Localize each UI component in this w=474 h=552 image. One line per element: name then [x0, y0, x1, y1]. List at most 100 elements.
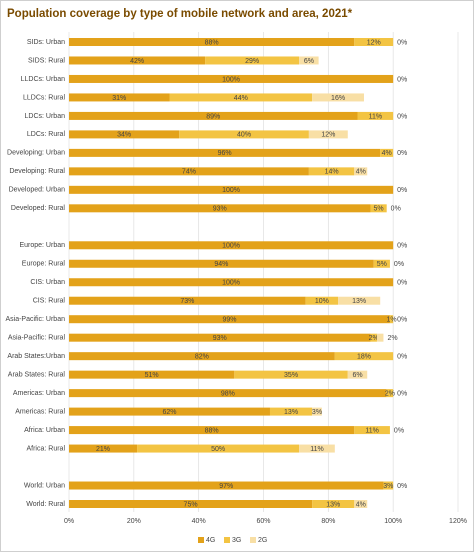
data-label: 6% — [352, 372, 362, 379]
data-label: 29% — [245, 58, 259, 65]
bar-segment — [69, 204, 371, 213]
bar-segment — [205, 56, 300, 65]
data-label: 11% — [310, 446, 324, 453]
data-label: 100% — [222, 187, 240, 194]
bar-segment — [69, 333, 371, 342]
data-label: 40% — [237, 132, 251, 139]
data-label: 18% — [357, 354, 371, 361]
y-tick-label: CIS: Rural — [33, 298, 66, 305]
data-label: 5% — [374, 206, 384, 213]
y-tick-label: World: Urban — [24, 482, 65, 489]
data-label: 34% — [117, 132, 131, 139]
data-label: 99% — [222, 317, 236, 324]
bar-segment — [269, 407, 313, 416]
data-label: 4% — [356, 501, 366, 508]
y-tick-label: Africa: Rural — [26, 445, 65, 452]
y-tick-label: SIDs: Urban — [27, 39, 65, 46]
y-tick-label: World: Rural — [26, 501, 65, 508]
x-tick-label: 100% — [384, 518, 402, 525]
data-label: 0% — [397, 317, 407, 324]
data-label: 5% — [377, 261, 387, 268]
data-label: 73% — [180, 298, 194, 305]
bar-segment — [308, 167, 355, 176]
bar-segment — [338, 296, 381, 305]
bar-segment — [69, 111, 358, 120]
x-tick-label: 120% — [449, 518, 467, 525]
x-tick-label: 20% — [127, 518, 141, 525]
bar-segment — [69, 185, 394, 194]
bar-segment — [354, 167, 368, 176]
bar-segment — [376, 333, 384, 342]
bar-segment — [389, 315, 394, 324]
data-label: 0% — [391, 206, 401, 213]
bar-segment — [69, 426, 355, 435]
bar-segment — [69, 481, 384, 490]
y-tick-label: CIS: Urban — [30, 279, 65, 286]
bar-segment — [312, 93, 364, 102]
data-label: 100% — [222, 76, 240, 83]
data-label: 62% — [162, 409, 176, 416]
bar-segment — [308, 130, 348, 139]
data-label: 0% — [394, 427, 404, 434]
bar-segment — [69, 74, 394, 83]
data-label: 14% — [325, 169, 339, 176]
bar-segment — [69, 130, 180, 139]
y-tick-label: Arab States: Rural — [8, 371, 66, 378]
data-label: 98% — [221, 390, 235, 397]
y-tick-label: Africa: Urban — [24, 427, 65, 434]
data-label: 94% — [214, 261, 228, 268]
bar-segment — [386, 389, 394, 398]
data-label: 2% — [369, 335, 379, 342]
bar-segment — [234, 370, 348, 379]
bar-segment — [312, 407, 322, 416]
bar-segment — [69, 148, 381, 157]
data-label: 75% — [184, 501, 198, 508]
data-label: 13% — [326, 501, 340, 508]
bar-segment — [69, 56, 206, 65]
bar-segment — [383, 481, 394, 490]
y-tick-label: Developed: Urban — [9, 187, 66, 194]
bar-segment — [299, 444, 335, 453]
data-label: 0% — [397, 390, 407, 397]
y-tick-label: Developing: Rural — [9, 168, 65, 175]
x-tick-label: 60% — [256, 518, 270, 525]
bar-segment — [334, 352, 394, 361]
data-label: 10% — [315, 298, 329, 305]
data-label: 0% — [397, 39, 407, 46]
data-label: 2% — [385, 390, 395, 397]
data-label: 0% — [397, 483, 407, 490]
y-tick-label: LLDCs: Rural — [23, 94, 65, 101]
data-label: 3% — [312, 409, 322, 416]
bar-segment — [137, 444, 300, 453]
data-label: 12% — [321, 132, 335, 139]
data-label: 42% — [130, 58, 144, 65]
data-label: 0% — [397, 150, 407, 157]
legend-label: 4G — [206, 537, 215, 544]
bar-segment — [169, 93, 313, 102]
data-label: 0% — [397, 243, 407, 250]
data-label: 6% — [304, 58, 314, 65]
data-label: 1% — [386, 317, 396, 324]
bar-segment — [354, 38, 394, 46]
data-label: 93% — [213, 206, 227, 213]
bar-segment — [69, 259, 374, 268]
bar-segment — [370, 333, 377, 342]
data-label: 11% — [369, 113, 383, 120]
bar-segment — [69, 407, 270, 416]
data-label: 4% — [356, 169, 366, 176]
data-label: 0% — [397, 113, 407, 120]
bar-segment — [69, 296, 306, 305]
x-tick-label: 80% — [321, 518, 335, 525]
legend-swatch — [224, 537, 230, 543]
data-label: 100% — [222, 280, 240, 287]
data-label: 0% — [397, 76, 407, 83]
bar-segment — [69, 444, 138, 453]
bar-segment — [357, 111, 394, 120]
data-label: 93% — [213, 335, 227, 342]
data-label: 74% — [182, 169, 196, 176]
bar-segment — [305, 296, 339, 305]
bar-segment — [69, 241, 394, 250]
bar-segment — [312, 500, 355, 508]
data-label: 0% — [394, 261, 404, 268]
